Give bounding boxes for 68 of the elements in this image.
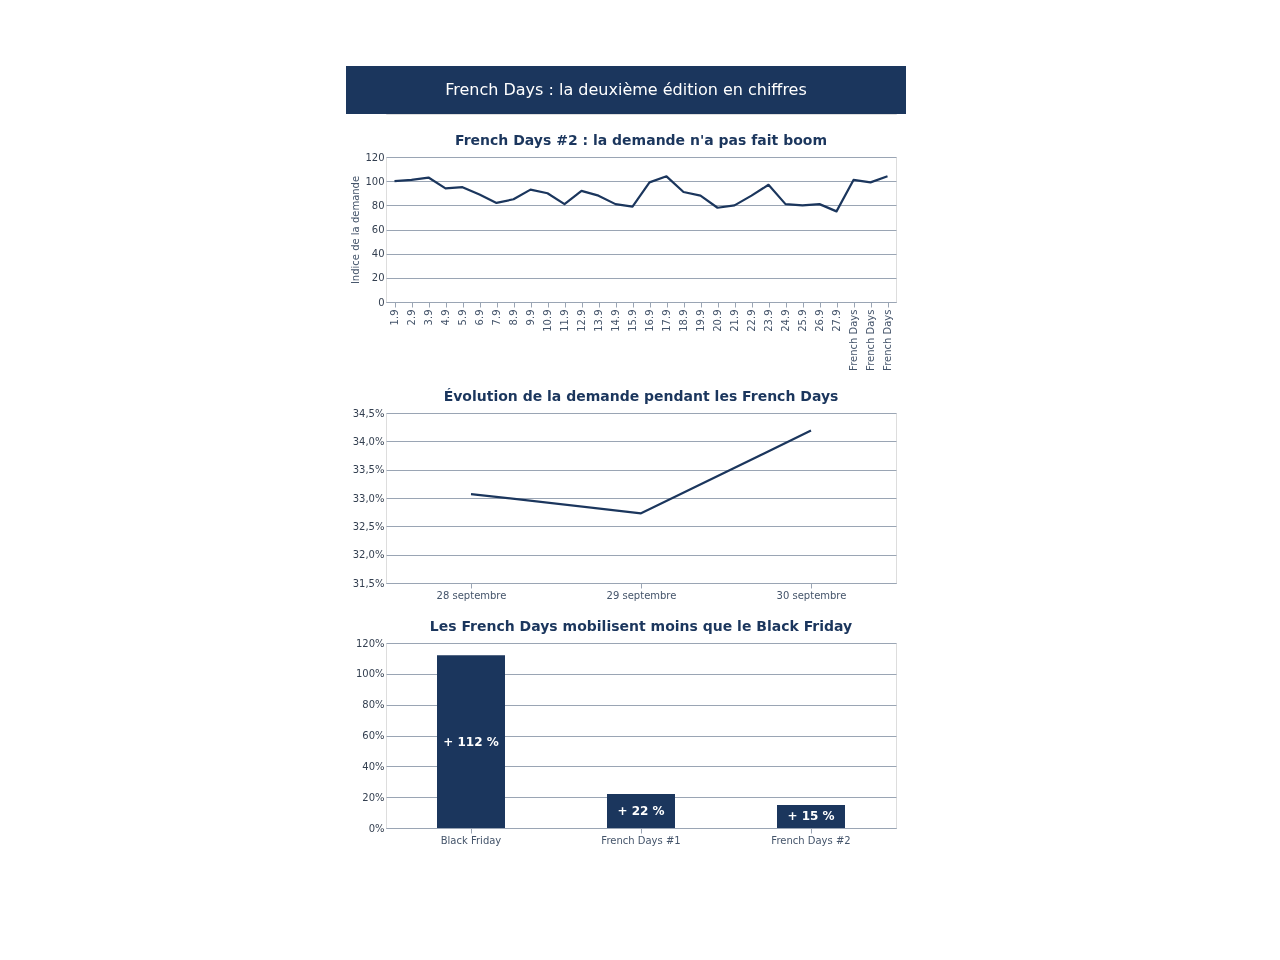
x-tick-label: 28 septembre [436, 589, 507, 601]
x-tick-label: 12.9 [576, 309, 587, 332]
x-tick-label: French Days #2 [771, 834, 851, 846]
y-tick-label: 34,5% [352, 407, 385, 419]
y-tick-label: 60 [371, 224, 385, 235]
data-label: + 22 % [617, 804, 665, 819]
x-tick-label: 2.9 [406, 309, 417, 326]
x-tick-label: 13.9 [593, 309, 604, 332]
x-tick-label: French Days [865, 309, 876, 371]
y-tick-label: 20% [362, 791, 385, 803]
x-tick-label: 20.9 [712, 309, 723, 332]
y-tick-label: 60% [362, 730, 385, 741]
x-tick-label: 15.9 [627, 309, 638, 332]
y-tick-label: 0% [368, 822, 385, 834]
x-tick-label: 5.9 [457, 309, 468, 326]
x-tick-label: 17.9 [661, 309, 672, 332]
y-tick-label: 80% [362, 699, 385, 711]
x-tick-label: 19.9 [695, 309, 706, 332]
y-tick-label: 100% [355, 668, 385, 680]
bar [607, 794, 675, 828]
x-tick-label: 10.9 [542, 309, 553, 332]
x-tick-label: 11.9 [559, 309, 570, 332]
x-tick-label: 25.9 [797, 309, 808, 332]
y-tick-label: 40% [362, 760, 385, 772]
chart-title: French Days : la deuxième édition en chiffres [445, 80, 807, 99]
y-tick-label: 120 [365, 151, 385, 163]
x-tick-label: 29 septembre [606, 589, 677, 601]
x-tick-label: 22.9 [746, 309, 757, 332]
x-tick-label: 8.9 [508, 309, 519, 326]
y-tick-label: 80 [371, 199, 385, 211]
y-tick-label: 31,5% [352, 577, 385, 589]
y-tick-label: 33,0% [352, 492, 385, 504]
x-tick-label: French Days #1 [601, 834, 681, 846]
y-tick-label: 32,0% [352, 549, 385, 561]
x-tick-label: French Days [882, 309, 893, 371]
chart-title: Évolution de la demande pendant les French Days [443, 388, 839, 404]
y-tick-label: 120% [355, 637, 385, 649]
x-tick-label: 27.9 [831, 309, 842, 332]
x-tick-label: 6.9 [474, 309, 485, 326]
x-tick-label: French Days [848, 309, 859, 371]
x-tick-label: 7.9 [491, 309, 502, 326]
x-tick-label: 3.9 [423, 309, 434, 326]
data-label: + 112 % [443, 734, 499, 749]
y-tick-label: 0 [378, 296, 385, 308]
x-tick-label: 24.9 [780, 309, 791, 332]
line-series [393, 175, 889, 213]
y-tick-label: 33,5% [352, 464, 385, 476]
data-label: + 15 % [787, 809, 835, 824]
x-tick-label: 14.9 [610, 309, 621, 332]
x-tick-label: 23.9 [763, 309, 774, 332]
x-tick-label: 4.9 [440, 309, 451, 326]
y-tick-label: 34,0% [352, 435, 385, 447]
x-tick-label: 9.9 [525, 309, 536, 326]
chart-subtitle: French Days #2 : la demande n'a pas fait boom [455, 132, 827, 148]
bar [437, 655, 505, 828]
x-tick-label: 26.9 [814, 309, 825, 332]
x-tick-label: 18.9 [678, 309, 689, 332]
y-tick-label: 20 [371, 272, 385, 284]
y-tick-label: 32,5% [352, 520, 385, 532]
x-tick-label: 1.9 [389, 309, 400, 326]
x-tick-label: 16.9 [644, 309, 655, 332]
y-axis-title: Indice de la demande [350, 175, 362, 285]
y-tick-label: 100 [365, 175, 385, 187]
chart-title: Les French Days mobilisent moins que le Black Friday [429, 618, 853, 634]
x-tick-label: 21.9 [729, 309, 740, 332]
x-tick-label: 30 septembre [776, 589, 847, 601]
x-tick-label: Black Friday [440, 834, 502, 846]
y-tick-label: 40 [371, 248, 385, 260]
